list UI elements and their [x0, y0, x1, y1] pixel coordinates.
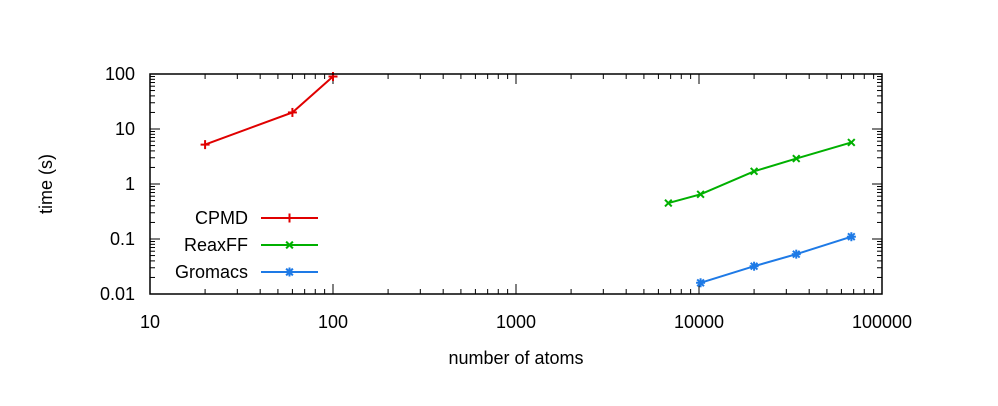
y-axis-label: time (s)	[36, 154, 56, 214]
y-tick-label: 0.1	[110, 229, 135, 249]
tick-labels-layer: 10 100 1000 10000 100000 0.01 0.1 1 10 100	[100, 64, 912, 332]
x-tick-label: 1000	[496, 312, 536, 332]
data-point-marker	[287, 107, 297, 117]
series-line-gromacs	[700, 235, 852, 284]
x-axis-label: number of atoms	[448, 348, 583, 368]
series-reaxff	[664, 138, 856, 208]
y-tick-label: 1	[125, 174, 135, 194]
data-point-marker	[696, 190, 705, 199]
x-tick-label: 100000	[852, 312, 912, 332]
legend-label: Gromacs	[175, 262, 248, 282]
data-point-marker	[285, 267, 294, 277]
data-point-marker	[749, 261, 759, 271]
y-tick-label: 100	[105, 64, 135, 84]
x-tick-label: 100	[318, 312, 348, 332]
legend-label: CPMD	[195, 208, 248, 228]
data-point-marker	[285, 213, 294, 223]
plot-frame	[149, 73, 883, 295]
data-point-marker	[200, 140, 210, 150]
x-tick-label: 10000	[674, 312, 724, 332]
y-tick-label: 0.01	[100, 284, 135, 304]
data-point-marker	[791, 249, 801, 259]
legend: CPMD ReaxFF Gromacs	[175, 208, 318, 282]
legend-item-reaxff: ReaxFF	[184, 235, 318, 255]
data-point-marker	[847, 138, 856, 147]
legend-item-cpmd: CPMD	[195, 208, 318, 228]
y-tick-label: 10	[115, 119, 135, 139]
data-point-marker	[792, 154, 801, 163]
data-point-marker	[285, 240, 294, 250]
legend-label: ReaxFF	[184, 235, 248, 255]
data-point-marker	[664, 198, 673, 208]
data-point-marker	[846, 232, 856, 242]
series-line-reaxff	[668, 141, 852, 205]
series-layer	[200, 72, 856, 288]
data-point-marker	[696, 278, 706, 288]
x-tick-label: 10	[140, 312, 160, 332]
series-cpmd	[200, 72, 338, 150]
data-point-marker	[750, 167, 759, 176]
series-gromacs	[696, 232, 856, 288]
series-line-cpmd	[204, 75, 334, 146]
legend-item-gromacs: Gromacs	[175, 262, 318, 282]
